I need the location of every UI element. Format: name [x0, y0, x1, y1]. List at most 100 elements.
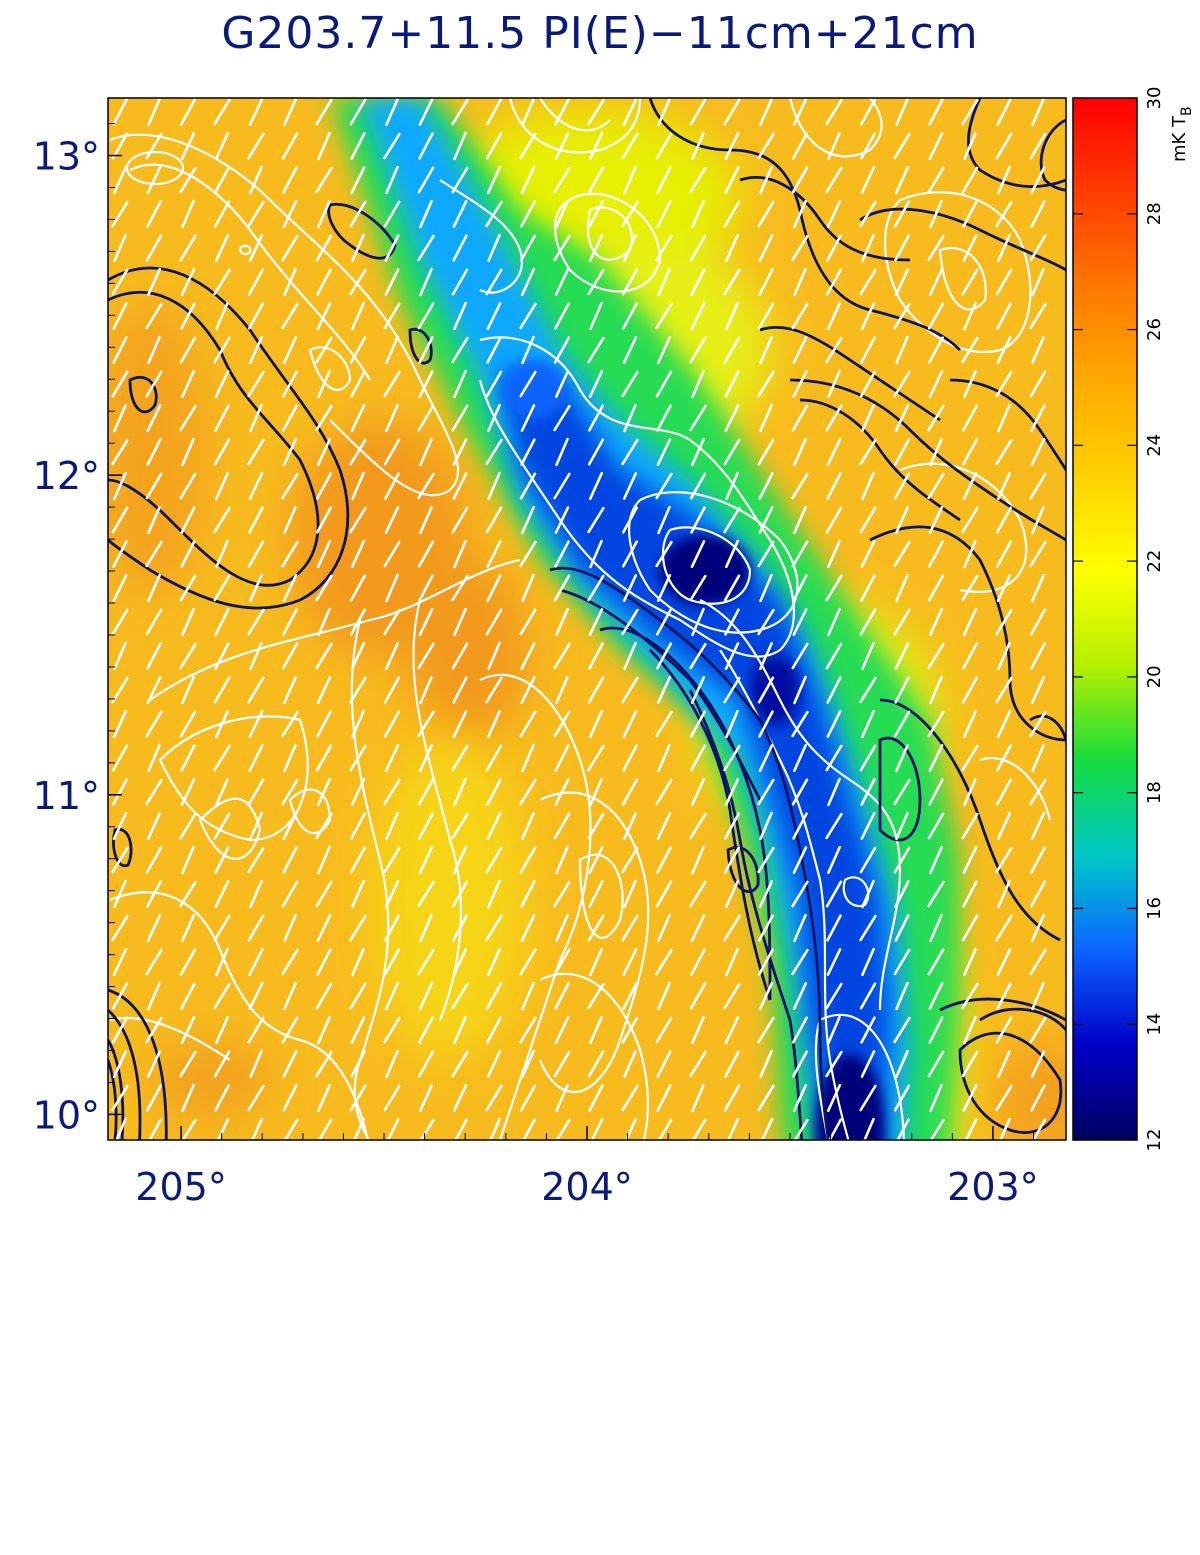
polarization-vector [724, 166, 740, 194]
polarization-vector [520, 1049, 536, 1079]
polarization-vector [792, 199, 808, 229]
polarization-vector [793, 437, 807, 467]
polarization-vector [689, 98, 707, 126]
polarization-vector [451, 812, 469, 840]
polarization-vector [757, 1084, 775, 1112]
polarization-vector [112, 302, 128, 330]
polarization-vector [247, 370, 265, 398]
polarization-vector [621, 778, 639, 806]
polarization-vector [452, 914, 468, 942]
polarization-vector [553, 1050, 571, 1078]
polarization-vector [112, 778, 128, 806]
polarization-vector [961, 676, 979, 704]
polarization-vector [758, 506, 774, 534]
polarization-vector [317, 1083, 331, 1113]
polarization-vector [351, 471, 365, 501]
polarization-vector [179, 574, 197, 602]
polarization-vector [893, 1084, 911, 1112]
polarization-vector [929, 675, 943, 705]
polarization-vector [215, 471, 229, 501]
polarization-vector [316, 777, 332, 807]
polarization-vector [827, 131, 841, 161]
polarization-vector [349, 268, 367, 296]
polarization-vector [215, 1015, 229, 1045]
polarization-vector [723, 914, 741, 942]
polarization-vector [587, 98, 605, 126]
polarization-vector [894, 403, 910, 433]
polarization-vector [689, 404, 707, 432]
polarization-vector [896, 1118, 910, 1140]
polarization-vector [621, 506, 639, 534]
polarization-vector [792, 846, 808, 874]
polarization-vector [553, 336, 571, 364]
polarization-vector [929, 199, 943, 229]
polarization-vector [928, 778, 944, 806]
polarization-vector [145, 472, 163, 500]
polarization-vector [553, 404, 571, 432]
polarization-vector [486, 812, 502, 840]
polarization-vector [928, 1016, 944, 1044]
polarization-vector [214, 200, 230, 228]
polarization-vector [723, 268, 741, 296]
polarization-vector [316, 710, 332, 738]
polarization-vector [315, 812, 333, 840]
polarization-vector [690, 948, 706, 976]
polarization-vector [418, 98, 434, 126]
polarization-vector [961, 1050, 979, 1078]
polarization-vector [657, 1118, 673, 1140]
polarization-vector [147, 505, 161, 535]
polarization-vector [519, 710, 537, 738]
polarization-vector [249, 1049, 263, 1079]
polarization-vector [451, 1050, 469, 1078]
polarization-vector [689, 982, 707, 1010]
polarization-vector [927, 1050, 945, 1078]
polarization-vector [587, 982, 605, 1010]
polarization-vector [859, 370, 877, 398]
polarization-vector [419, 675, 433, 705]
polarization-vector [621, 438, 639, 466]
polarization-vector [861, 879, 875, 909]
polarization-vector [315, 404, 333, 432]
polarization-vector [893, 1016, 911, 1044]
polarization-vector [282, 98, 298, 127]
polarization-vector [214, 404, 230, 432]
polarization-vector [418, 1016, 434, 1044]
polarization-vector [315, 574, 333, 602]
polarization-vector [792, 981, 808, 1011]
polarization-vector [486, 574, 502, 602]
polarization-vector [621, 676, 639, 704]
polarization-vector [791, 1050, 809, 1078]
polarization-vector [417, 642, 435, 670]
polarization-vector [621, 200, 639, 228]
polarization-vector [487, 403, 501, 433]
polarization-vector [689, 336, 707, 364]
dark-contours [108, 98, 1066, 1140]
polarization-vector [521, 743, 535, 773]
polarization-vector [759, 165, 773, 195]
polarization-vector [419, 267, 433, 297]
polarization-vector [519, 302, 537, 330]
polarization-vector [895, 743, 909, 773]
polarization-vector [451, 268, 469, 296]
polarization-vector [791, 404, 809, 432]
polarization-vector [316, 437, 332, 467]
ring-source [218, 1320, 318, 1420]
polarization-vector [554, 98, 570, 126]
polarization-vector [383, 370, 401, 398]
polarization-vector [249, 573, 264, 603]
polarization-vector [417, 234, 435, 262]
polarization-vector [485, 914, 503, 942]
polarization-vector [859, 438, 877, 466]
polarization-vector [927, 472, 945, 500]
polarization-vector [349, 982, 367, 1010]
polarization-vector [689, 574, 707, 602]
polarization-vector [588, 642, 604, 670]
polarization-vector [927, 880, 945, 908]
warm-regions [108, 300, 1066, 1140]
polarization-vector [723, 676, 741, 704]
polarization-vector [997, 233, 1011, 263]
polarization-vector [487, 879, 501, 909]
polarization-vector [961, 404, 979, 432]
polarization-vector [213, 676, 231, 704]
polarization-vector [111, 676, 129, 704]
